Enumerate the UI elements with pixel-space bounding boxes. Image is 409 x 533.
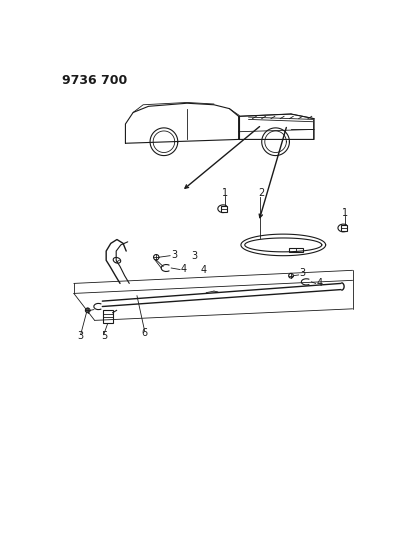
Text: 3: 3 (191, 251, 197, 261)
Text: 4: 4 (200, 264, 207, 274)
Text: 4: 4 (180, 264, 187, 274)
Bar (289, 248, 303, 252)
Text: 3: 3 (171, 250, 177, 260)
Text: 3: 3 (299, 268, 305, 278)
Bar (220, 206, 227, 212)
Text: 2: 2 (258, 188, 264, 198)
Text: 6: 6 (141, 328, 147, 338)
Text: 9736 700: 9736 700 (61, 74, 126, 87)
Text: 3: 3 (77, 331, 83, 341)
Text: 5: 5 (101, 331, 107, 341)
Text: 4: 4 (316, 278, 322, 288)
Text: 1: 1 (221, 188, 227, 198)
Bar (340, 225, 346, 231)
Bar (103, 310, 112, 324)
Text: 1: 1 (341, 207, 347, 217)
